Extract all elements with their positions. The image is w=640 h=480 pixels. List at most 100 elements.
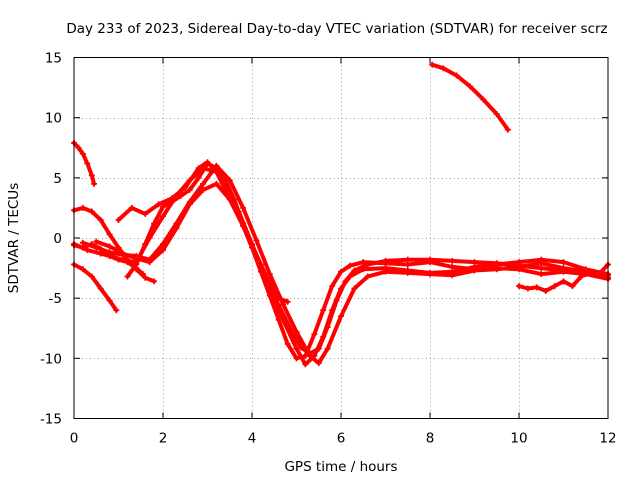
data-point-marker bbox=[429, 61, 436, 68]
data-point-marker bbox=[253, 237, 260, 244]
data-point-marker bbox=[204, 160, 211, 167]
data-point-marker bbox=[200, 186, 207, 193]
data-point-marker bbox=[257, 261, 264, 268]
data-point-marker bbox=[351, 267, 358, 274]
y-tick-label: 10 bbox=[45, 111, 62, 127]
data-point-marker bbox=[538, 271, 545, 278]
data-point-marker bbox=[404, 256, 411, 263]
data-point-marker bbox=[151, 278, 158, 285]
data-point-marker bbox=[453, 72, 460, 79]
data-point-marker bbox=[551, 283, 558, 290]
data-point-marker bbox=[275, 295, 282, 302]
series-track-1 bbox=[71, 139, 98, 187]
data-point-marker bbox=[467, 83, 474, 90]
data-point-marker bbox=[79, 266, 86, 273]
data-point-marker bbox=[516, 283, 522, 290]
data-point-marker bbox=[93, 238, 100, 245]
y-tick-label: 15 bbox=[45, 51, 62, 67]
x-tick-label: 10 bbox=[510, 431, 527, 447]
data-point-marker bbox=[471, 259, 478, 266]
y-tick-label: -5 bbox=[49, 291, 62, 307]
data-point-marker bbox=[480, 96, 487, 103]
data-point-marker bbox=[106, 231, 113, 238]
data-point-marker bbox=[440, 65, 447, 72]
data-point-marker bbox=[449, 268, 456, 275]
x-axis-label: GPS time / hours bbox=[284, 459, 397, 475]
data-point-marker bbox=[160, 213, 166, 220]
data-point-marker bbox=[493, 260, 500, 267]
data-point-marker bbox=[168, 198, 175, 205]
data-point-marker bbox=[79, 150, 86, 157]
data-point-marker bbox=[84, 160, 91, 167]
y-axis-label: SDTVAR / TECUs bbox=[6, 183, 22, 293]
x-tick-label: 8 bbox=[426, 431, 435, 447]
data-point-marker bbox=[364, 273, 371, 280]
data-point-marker bbox=[360, 259, 367, 266]
data-point-marker bbox=[280, 301, 287, 308]
x-tick-label: 12 bbox=[599, 431, 616, 447]
data-point-marker bbox=[88, 172, 95, 179]
data-point-marker bbox=[88, 208, 95, 215]
data-point-marker bbox=[133, 261, 140, 268]
data-point-marker bbox=[186, 186, 193, 193]
data-point-marker bbox=[404, 267, 411, 274]
data-point-marker bbox=[569, 283, 576, 290]
x-tick-label: 6 bbox=[337, 431, 346, 447]
data-point-marker bbox=[320, 307, 327, 314]
grid bbox=[74, 57, 608, 419]
data-point-marker bbox=[275, 302, 282, 309]
data-point-marker bbox=[240, 220, 247, 227]
data-point-marker bbox=[97, 216, 104, 223]
data-point-marker bbox=[75, 144, 82, 151]
data-point-marker bbox=[222, 186, 229, 193]
data-point-marker bbox=[504, 126, 511, 133]
data-point-marker bbox=[578, 273, 585, 280]
data-point-marker bbox=[293, 345, 300, 352]
data-point-marker bbox=[289, 328, 296, 335]
data-point-marker bbox=[160, 203, 166, 210]
data-point-marker bbox=[222, 177, 229, 184]
data-point-marker bbox=[142, 274, 149, 281]
data-point-marker bbox=[97, 250, 104, 257]
data-point-marker bbox=[493, 111, 500, 118]
data-point-marker bbox=[213, 180, 220, 187]
data-point-marker bbox=[587, 268, 594, 275]
data-point-marker bbox=[382, 257, 389, 264]
series-layer bbox=[71, 61, 611, 368]
data-point-marker bbox=[533, 284, 540, 291]
y-tick-label: 0 bbox=[53, 231, 62, 247]
data-point-marker bbox=[142, 241, 149, 248]
data-point-marker bbox=[315, 345, 322, 352]
data-point-marker bbox=[342, 278, 349, 285]
data-point-marker bbox=[560, 278, 567, 285]
data-point-marker bbox=[449, 257, 456, 264]
data-point-marker bbox=[266, 271, 273, 278]
x-tick-label: 4 bbox=[248, 431, 257, 447]
series-trace bbox=[430, 62, 510, 132]
data-point-marker bbox=[297, 344, 304, 351]
data-point-marker bbox=[231, 196, 238, 203]
ticks: 0 2 4 6 8 10 12 -15 -10 -5 0 5 10 15 bbox=[40, 51, 617, 447]
series-track-11 bbox=[429, 61, 511, 133]
data-point-marker bbox=[213, 165, 220, 172]
data-point-marker bbox=[382, 265, 389, 272]
data-point-marker bbox=[346, 262, 353, 269]
series-trace bbox=[72, 205, 157, 284]
data-point-marker bbox=[111, 254, 118, 261]
data-point-marker bbox=[542, 287, 549, 294]
data-point-marker bbox=[113, 307, 120, 314]
data-point-marker bbox=[329, 283, 336, 290]
data-point-marker bbox=[106, 249, 113, 256]
series-track-10 bbox=[516, 261, 611, 294]
x-tick-label: 2 bbox=[159, 431, 168, 447]
data-point-marker bbox=[240, 204, 247, 211]
data-point-marker bbox=[266, 280, 273, 287]
data-point-marker bbox=[88, 273, 95, 280]
data-point-marker bbox=[427, 269, 433, 276]
data-point-marker bbox=[315, 360, 322, 367]
data-point-marker bbox=[97, 285, 104, 292]
data-point-marker bbox=[93, 244, 100, 251]
series-trace bbox=[94, 181, 610, 367]
data-point-marker bbox=[524, 285, 531, 292]
